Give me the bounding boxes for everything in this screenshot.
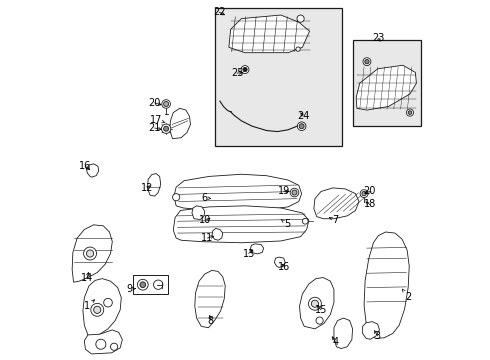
Circle shape [309, 297, 321, 310]
Text: 6: 6 [201, 193, 211, 203]
Circle shape [172, 194, 180, 201]
Text: 14: 14 [81, 273, 93, 283]
Circle shape [241, 66, 249, 73]
Circle shape [292, 190, 297, 195]
Polygon shape [83, 279, 122, 337]
Bar [133, 275, 168, 294]
Text: 10: 10 [199, 215, 212, 225]
Circle shape [104, 298, 112, 307]
Text: 9: 9 [126, 284, 136, 294]
Circle shape [297, 15, 304, 22]
Text: 18: 18 [364, 199, 376, 210]
Polygon shape [229, 15, 310, 53]
Text: 25: 25 [231, 68, 244, 78]
Polygon shape [170, 108, 191, 139]
Text: 7: 7 [329, 215, 339, 225]
Text: 24: 24 [297, 111, 309, 121]
Polygon shape [84, 330, 122, 354]
Circle shape [111, 343, 118, 350]
Text: 23: 23 [372, 33, 385, 43]
Circle shape [243, 67, 247, 72]
Circle shape [87, 250, 94, 257]
Circle shape [140, 282, 146, 288]
Polygon shape [299, 278, 334, 329]
Circle shape [299, 124, 304, 129]
Circle shape [360, 190, 368, 198]
Polygon shape [274, 257, 285, 267]
Circle shape [162, 100, 171, 108]
Text: 13: 13 [243, 248, 255, 258]
Polygon shape [314, 188, 359, 219]
Circle shape [311, 300, 318, 307]
Bar [353, 40, 421, 126]
Text: 21: 21 [148, 123, 161, 133]
Polygon shape [87, 164, 98, 177]
Circle shape [84, 247, 97, 260]
Polygon shape [356, 65, 416, 110]
Circle shape [164, 126, 169, 131]
Circle shape [96, 339, 106, 349]
Circle shape [161, 124, 171, 134]
Circle shape [302, 219, 308, 224]
Circle shape [153, 280, 163, 289]
Circle shape [137, 279, 148, 290]
Circle shape [408, 111, 412, 114]
Circle shape [362, 192, 366, 196]
Text: 5: 5 [281, 219, 291, 229]
Circle shape [297, 122, 306, 131]
Text: 11: 11 [201, 233, 214, 243]
Polygon shape [250, 244, 264, 254]
Circle shape [316, 317, 323, 324]
Polygon shape [334, 318, 353, 348]
Polygon shape [363, 321, 379, 339]
Text: 8: 8 [208, 315, 214, 325]
Circle shape [290, 188, 299, 197]
Text: 22: 22 [213, 7, 225, 17]
Polygon shape [195, 270, 225, 328]
Circle shape [406, 109, 414, 116]
Polygon shape [147, 174, 161, 196]
Text: 2: 2 [402, 289, 411, 302]
Text: 4: 4 [332, 337, 339, 347]
Polygon shape [364, 232, 409, 338]
Polygon shape [174, 174, 302, 212]
Text: 20: 20 [364, 186, 376, 197]
Circle shape [94, 306, 101, 314]
Polygon shape [212, 228, 223, 240]
Text: 17: 17 [150, 115, 165, 125]
Circle shape [91, 303, 104, 316]
Circle shape [296, 47, 300, 51]
Text: 20: 20 [148, 98, 161, 108]
Circle shape [365, 59, 369, 64]
Polygon shape [173, 206, 309, 243]
Bar [215, 8, 342, 146]
Polygon shape [72, 225, 112, 282]
Text: 3: 3 [374, 331, 381, 341]
Text: 16: 16 [278, 262, 291, 272]
Polygon shape [192, 206, 205, 220]
Text: 12: 12 [141, 183, 154, 193]
Text: 15: 15 [315, 305, 327, 315]
Circle shape [164, 102, 169, 107]
Circle shape [363, 58, 371, 66]
Text: 16: 16 [79, 161, 92, 171]
Text: 1: 1 [84, 300, 95, 311]
Text: 19: 19 [278, 186, 290, 197]
